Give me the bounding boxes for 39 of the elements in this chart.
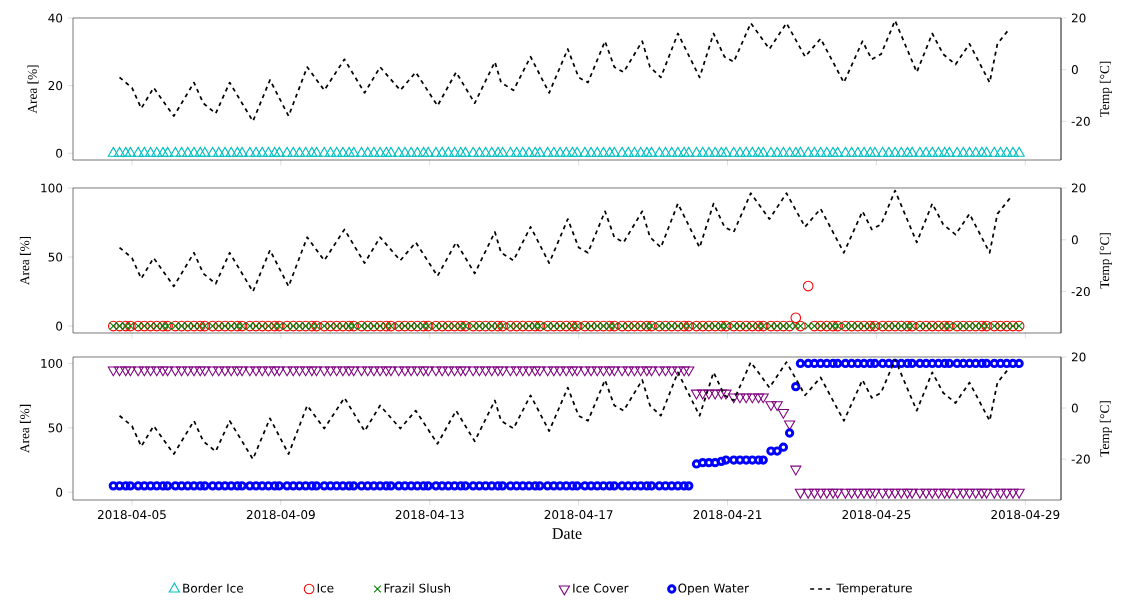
- y-axis-title: Area [%]: [19, 404, 31, 453]
- y2-tick-label: 0: [1071, 403, 1078, 413]
- y2-tick-label: -20: [1071, 287, 1090, 297]
- y2-axis-title: Temp [°C]: [1099, 233, 1112, 289]
- legend-label: Open Water: [678, 583, 749, 595]
- x-tick-label: 2018-04-25: [842, 510, 911, 520]
- y2-tick-label: 20: [1071, 183, 1086, 193]
- y-tick-label: 0: [56, 487, 63, 497]
- y2-tick-label: 0: [1071, 65, 1078, 75]
- legend-label: Frazil Slush: [384, 583, 451, 593]
- x-tick-label: 2018-04-09: [246, 510, 315, 520]
- legend-label: Ice Cover: [573, 583, 629, 593]
- y-tick-label: 0: [56, 321, 63, 331]
- x-tick-label: 2018-04-05: [97, 510, 166, 520]
- y2-axis-title: Temp [°C]: [1099, 61, 1112, 118]
- y-tick-label: 50: [48, 423, 63, 433]
- x-tick-label: 2018-04-17: [544, 510, 613, 520]
- y-tick-label: 0: [56, 148, 63, 158]
- y-axis-title: Area [%]: [27, 65, 39, 114]
- y2-tick-label: 20: [1071, 352, 1086, 362]
- y-tick-label: 50: [48, 252, 63, 262]
- legend-label: Ice: [317, 583, 334, 593]
- line-series: [118, 19, 1011, 123]
- y2-tick-label: -20: [1071, 454, 1090, 464]
- x-tick-label: 2018-04-21: [693, 510, 762, 520]
- x-axis-title: Date: [552, 528, 582, 539]
- y2-tick-label: 20: [1071, 13, 1086, 23]
- y-tick-label: 20: [48, 81, 63, 91]
- x-tick-label: 2018-04-29: [991, 510, 1060, 520]
- y-axis-title: Area [%]: [19, 236, 31, 285]
- y-tick-label: 40: [48, 13, 63, 23]
- y2-tick-label: -20: [1071, 116, 1090, 126]
- legend-label: Border Ice: [183, 583, 244, 593]
- x-tick-label: 2018-04-13: [395, 510, 464, 520]
- y2-axis-title: Temp [°C]: [1099, 401, 1112, 457]
- y2-tick-label: 0: [1071, 235, 1078, 245]
- y-tick-label: 100: [41, 358, 63, 368]
- y-tick-label: 100: [41, 183, 63, 193]
- legend-label: Temperature: [836, 583, 912, 595]
